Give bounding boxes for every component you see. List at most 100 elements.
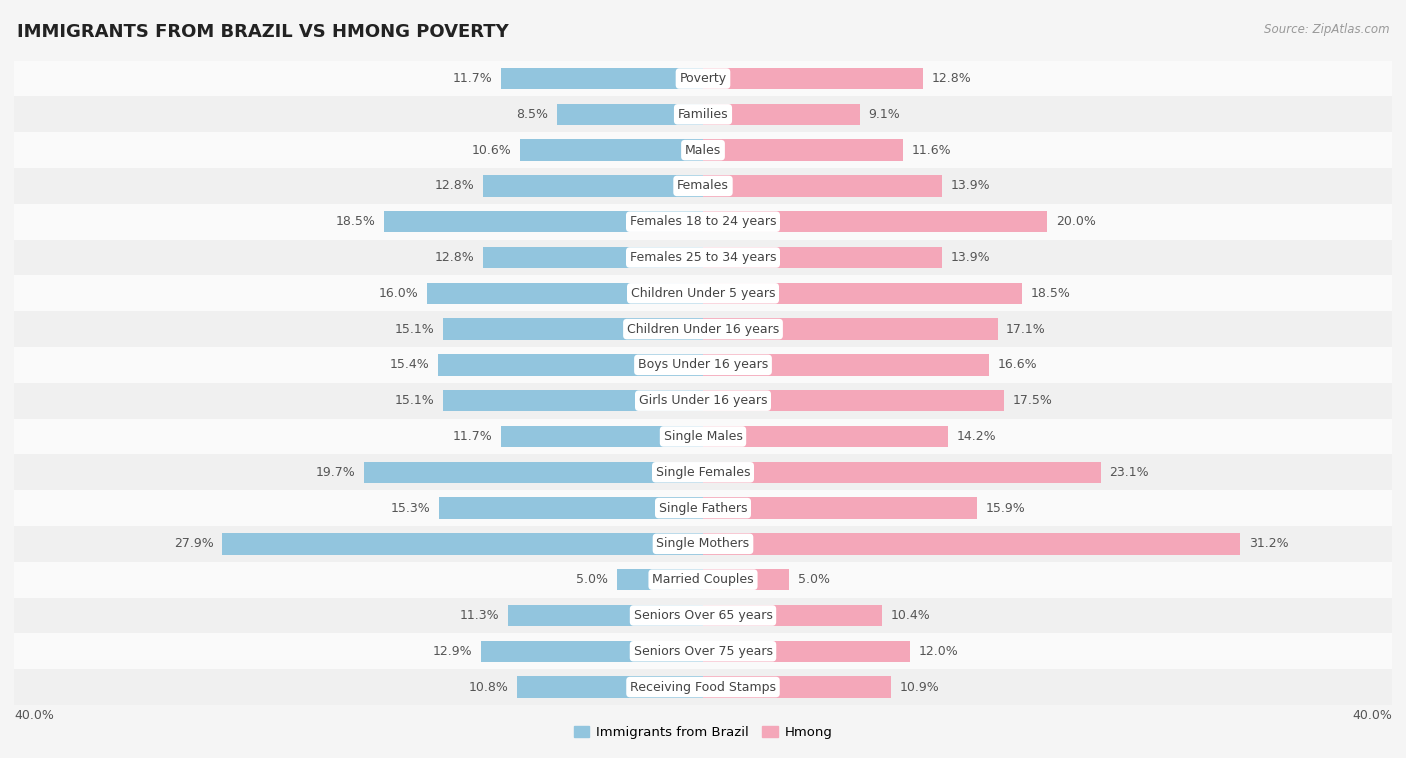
- Bar: [14, 634, 1392, 669]
- Bar: [14, 383, 1392, 418]
- Bar: [443, 390, 703, 412]
- Text: 10.4%: 10.4%: [891, 609, 931, 622]
- Text: 27.9%: 27.9%: [174, 537, 214, 550]
- Bar: [437, 354, 703, 376]
- Text: 15.4%: 15.4%: [389, 359, 429, 371]
- Bar: [703, 497, 977, 518]
- Text: 23.1%: 23.1%: [1109, 465, 1149, 479]
- Text: Females 18 to 24 years: Females 18 to 24 years: [630, 215, 776, 228]
- Bar: [482, 175, 703, 196]
- Text: 12.8%: 12.8%: [434, 180, 474, 193]
- Text: 10.9%: 10.9%: [900, 681, 939, 694]
- Text: 10.6%: 10.6%: [472, 143, 512, 157]
- Text: 15.9%: 15.9%: [986, 502, 1025, 515]
- Text: 5.0%: 5.0%: [576, 573, 609, 586]
- Text: 12.8%: 12.8%: [434, 251, 474, 264]
- Bar: [440, 497, 703, 518]
- Bar: [502, 67, 703, 89]
- Bar: [14, 168, 1392, 204]
- Bar: [617, 569, 703, 590]
- Text: 8.5%: 8.5%: [516, 108, 548, 121]
- Bar: [703, 426, 948, 447]
- Bar: [443, 318, 703, 340]
- Text: Married Couples: Married Couples: [652, 573, 754, 586]
- Bar: [14, 669, 1392, 705]
- Text: Children Under 16 years: Children Under 16 years: [627, 323, 779, 336]
- Bar: [703, 104, 859, 125]
- Text: 11.6%: 11.6%: [911, 143, 950, 157]
- Text: 12.9%: 12.9%: [433, 645, 472, 658]
- Bar: [703, 67, 924, 89]
- Bar: [14, 61, 1392, 96]
- Text: 15.1%: 15.1%: [395, 394, 434, 407]
- Text: 11.7%: 11.7%: [453, 72, 494, 85]
- Text: 13.9%: 13.9%: [950, 251, 991, 264]
- Text: 13.9%: 13.9%: [950, 180, 991, 193]
- Text: 18.5%: 18.5%: [336, 215, 375, 228]
- Text: Seniors Over 75 years: Seniors Over 75 years: [634, 645, 772, 658]
- Bar: [222, 533, 703, 555]
- Text: Poverty: Poverty: [679, 72, 727, 85]
- Text: 10.8%: 10.8%: [468, 681, 509, 694]
- Text: Children Under 5 years: Children Under 5 years: [631, 287, 775, 300]
- Text: Single Females: Single Females: [655, 465, 751, 479]
- Bar: [14, 562, 1392, 597]
- Bar: [703, 318, 997, 340]
- Bar: [703, 676, 891, 698]
- Bar: [502, 426, 703, 447]
- Text: 40.0%: 40.0%: [14, 709, 53, 722]
- Text: 11.7%: 11.7%: [453, 430, 494, 443]
- Text: Families: Families: [678, 108, 728, 121]
- Text: 16.0%: 16.0%: [380, 287, 419, 300]
- Text: Single Fathers: Single Fathers: [659, 502, 747, 515]
- Bar: [14, 526, 1392, 562]
- Text: IMMIGRANTS FROM BRAZIL VS HMONG POVERTY: IMMIGRANTS FROM BRAZIL VS HMONG POVERTY: [17, 23, 509, 41]
- Legend: Immigrants from Brazil, Hmong: Immigrants from Brazil, Hmong: [568, 721, 838, 744]
- Text: 18.5%: 18.5%: [1031, 287, 1070, 300]
- Bar: [703, 354, 988, 376]
- Bar: [703, 462, 1101, 483]
- Bar: [703, 605, 882, 626]
- Bar: [482, 247, 703, 268]
- Text: 5.0%: 5.0%: [797, 573, 830, 586]
- Text: 11.3%: 11.3%: [460, 609, 499, 622]
- Text: 19.7%: 19.7%: [315, 465, 356, 479]
- Bar: [703, 641, 910, 662]
- Bar: [427, 283, 703, 304]
- Bar: [520, 139, 703, 161]
- Bar: [703, 175, 942, 196]
- Bar: [703, 390, 1004, 412]
- Bar: [517, 676, 703, 698]
- Text: 12.8%: 12.8%: [932, 72, 972, 85]
- Bar: [703, 247, 942, 268]
- Bar: [509, 605, 703, 626]
- Text: Females 25 to 34 years: Females 25 to 34 years: [630, 251, 776, 264]
- Bar: [14, 347, 1392, 383]
- Bar: [14, 597, 1392, 634]
- Text: 31.2%: 31.2%: [1249, 537, 1289, 550]
- Text: 12.0%: 12.0%: [918, 645, 957, 658]
- Bar: [14, 490, 1392, 526]
- Text: 17.5%: 17.5%: [1012, 394, 1053, 407]
- Text: Source: ZipAtlas.com: Source: ZipAtlas.com: [1264, 23, 1389, 36]
- Text: 16.6%: 16.6%: [997, 359, 1038, 371]
- Bar: [557, 104, 703, 125]
- Bar: [14, 204, 1392, 240]
- Bar: [14, 96, 1392, 132]
- Bar: [703, 139, 903, 161]
- Text: Seniors Over 65 years: Seniors Over 65 years: [634, 609, 772, 622]
- Text: 14.2%: 14.2%: [956, 430, 995, 443]
- Bar: [364, 462, 703, 483]
- Text: 15.3%: 15.3%: [391, 502, 430, 515]
- Bar: [14, 240, 1392, 275]
- Text: Single Males: Single Males: [664, 430, 742, 443]
- Bar: [703, 211, 1047, 233]
- Text: Males: Males: [685, 143, 721, 157]
- Bar: [14, 275, 1392, 312]
- Bar: [14, 132, 1392, 168]
- Text: Boys Under 16 years: Boys Under 16 years: [638, 359, 768, 371]
- Bar: [14, 454, 1392, 490]
- Bar: [703, 533, 1240, 555]
- Text: 15.1%: 15.1%: [395, 323, 434, 336]
- Text: 40.0%: 40.0%: [1353, 709, 1392, 722]
